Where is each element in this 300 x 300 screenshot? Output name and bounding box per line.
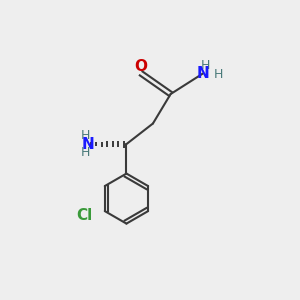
Text: N: N (82, 136, 94, 152)
Text: O: O (135, 59, 148, 74)
Text: Cl: Cl (76, 208, 93, 223)
Text: H: H (201, 59, 210, 72)
Text: H: H (81, 129, 91, 142)
Text: H: H (214, 68, 223, 81)
Text: H: H (81, 146, 91, 159)
Text: N: N (196, 66, 209, 81)
